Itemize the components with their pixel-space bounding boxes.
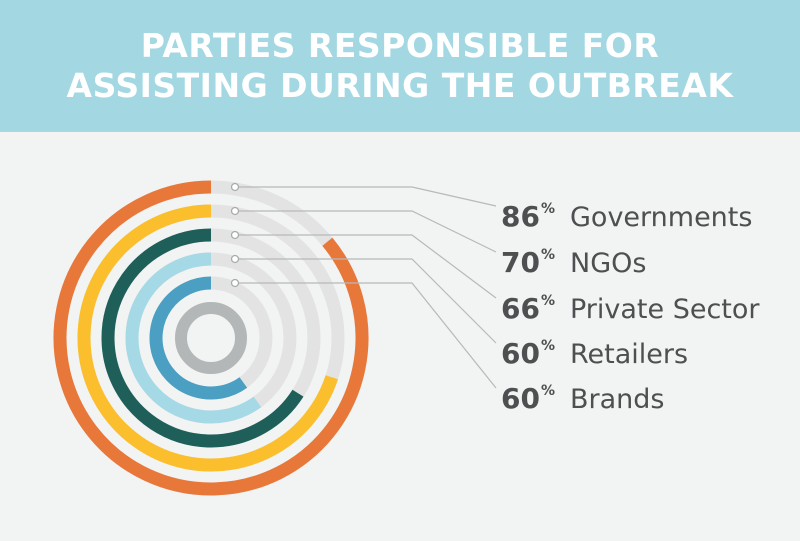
marker-brands — [230, 278, 240, 288]
arc-ngos — [77, 204, 338, 472]
marker-private-sector — [230, 230, 240, 240]
category-label-private-sector: Private Sector — [570, 294, 760, 325]
arc-brands — [149, 276, 248, 400]
value-label-retailers: 60 — [501, 337, 540, 370]
leader-line-private-sector — [235, 234, 497, 299]
marker-governments — [230, 182, 240, 192]
chart-title-line-2: ASSISTING DURING THE OUTBREAK — [66, 66, 734, 105]
title-banner: PARTIES RESPONSIBLE FOR ASSISTING DURING… — [0, 0, 800, 132]
percent-sign-brands: % — [541, 383, 555, 399]
leader-line-retailers — [235, 258, 497, 344]
category-label-brands: Brands — [570, 384, 665, 415]
leader-line-ngos — [235, 210, 497, 253]
percent-sign-ngos: % — [541, 247, 555, 263]
leader-line-governments — [235, 186, 497, 207]
center-ring — [175, 302, 247, 374]
arc-retailers — [125, 252, 262, 424]
category-label-ngos: NGOs — [570, 248, 646, 279]
category-label-governments: Governments — [570, 202, 752, 233]
value-label-governments: 86 — [501, 200, 540, 233]
arc-governments — [53, 180, 369, 496]
value-label-private-sector: 66 — [501, 292, 540, 325]
percent-sign-private-sector: % — [541, 293, 555, 309]
percent-sign-governments: % — [541, 201, 555, 217]
arc-private-sector — [101, 228, 304, 448]
value-label-ngos: 70 — [501, 246, 540, 279]
value-label-brands: 60 — [501, 382, 540, 415]
marker-retailers — [230, 254, 240, 264]
chart-title-line-1: PARTIES RESPONSIBLE FOR — [140, 26, 660, 65]
marker-ngos — [230, 206, 240, 216]
percent-sign-retailers: % — [541, 338, 555, 354]
category-label-retailers: Retailers — [570, 339, 688, 370]
leader-line-brands — [235, 282, 497, 389]
